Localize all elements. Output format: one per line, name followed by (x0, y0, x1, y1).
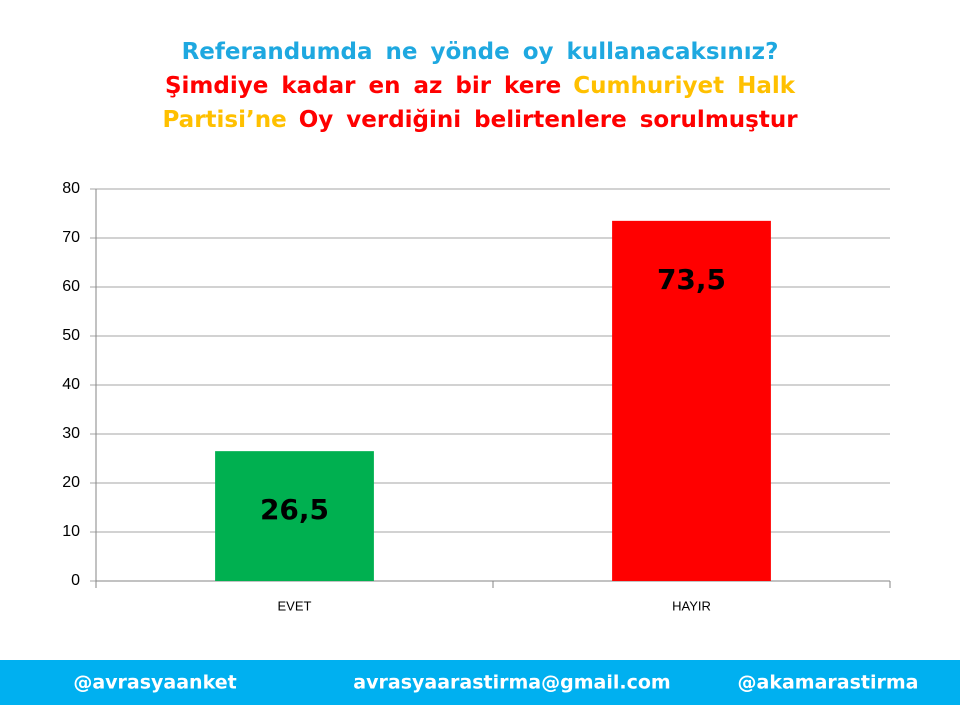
footer-bar (0, 660, 960, 705)
y-tick-label: 40 (62, 376, 80, 393)
chart-title: Partisi’ne Oy verdiğini belirtenlere soru… (162, 107, 798, 133)
y-tick-label: 50 (62, 327, 80, 344)
footer-text: @akamarastirma (738, 672, 919, 694)
y-tick-label: 70 (62, 229, 80, 246)
chart-title: Şimdiye kadar en az bir kere Cumhuriyet H… (165, 73, 796, 99)
chart-title: Referandumda ne yönde oy kullanacaksınız… (182, 39, 779, 65)
x-tick-label: EVET (278, 598, 312, 613)
x-tick-label: HAYIR (672, 598, 711, 613)
footer-text: avrasyaarastirma@gmail.com (353, 672, 670, 694)
y-tick-label: 30 (62, 425, 80, 442)
footer-text: @avrasyaanket (73, 672, 236, 694)
bar (612, 220, 771, 581)
title-segment: Oy verdiğini belirtenlere sorulmuştur (299, 107, 799, 133)
title-segment: Şimdiye kadar en az bir kere (165, 73, 561, 99)
title-segment: Partisi’ne (162, 107, 286, 133)
value-label: 73,5 (657, 263, 726, 296)
y-tick-label: 60 (62, 278, 80, 295)
value-label: 26,5 (260, 493, 329, 526)
y-tick-label: 20 (62, 474, 80, 491)
y-tick-label: 0 (71, 572, 80, 589)
y-tick-label: 10 (62, 523, 80, 540)
bar (215, 451, 374, 581)
title-segment: Cumhuriyet Halk (573, 73, 795, 99)
title-segment: Referandumda ne yönde oy kullanacaksınız… (182, 39, 779, 65)
y-tick-label: 80 (62, 180, 80, 197)
